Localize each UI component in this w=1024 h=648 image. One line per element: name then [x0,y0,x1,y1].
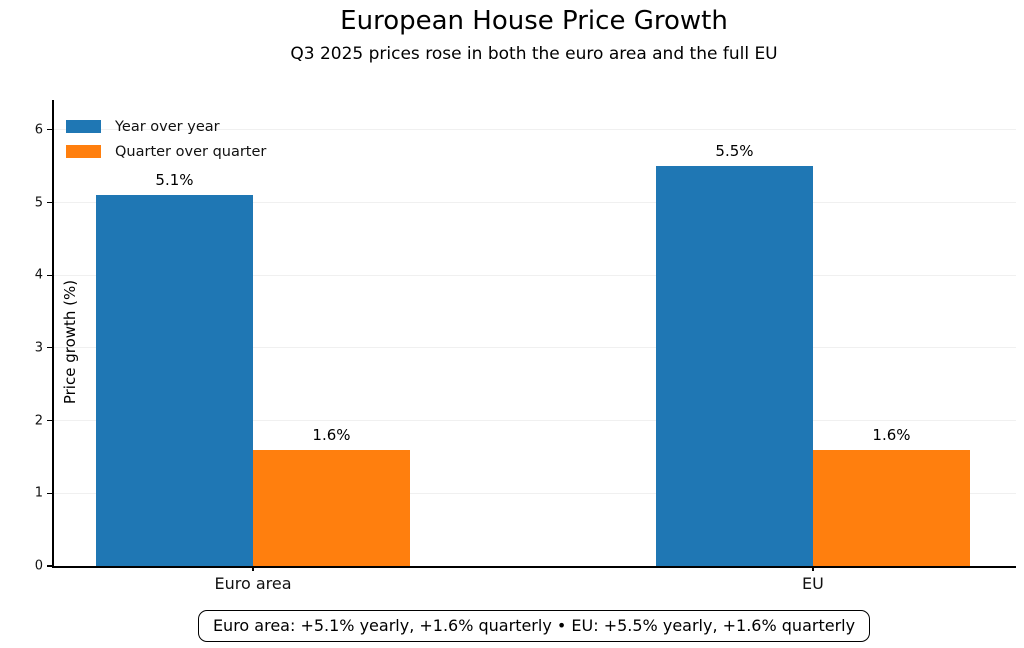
gridline-y-6 [52,129,1016,131]
x-tick-label-eu: EU [802,574,824,593]
y-tick-label-1: 1 [34,485,43,501]
gridline-y-5 [52,201,1016,204]
y-tick-mark-1 [47,492,52,494]
legend-row: Year over year [66,114,266,139]
bar-eu-year-over-year [655,166,813,566]
legend-label: Quarter over quarter [115,143,267,160]
bar-value-label: 5.5% [715,142,754,161]
legend: Year over year Quarter over quarter [66,114,266,164]
legend-label: Year over year [115,118,220,135]
x-tick-mark-0 [252,566,254,571]
x-axis-spine [52,566,1016,568]
legend-swatch-icon [66,120,101,133]
bar-euro-area-quarter-over-quarter [252,449,410,566]
y-tick-mark-0 [47,565,52,567]
bar-euro-area-year-over-year [95,195,253,566]
plot-area: 5.1% 5.5% 1.6% 1.6% 0 1 2 3 4 5 6 Euro area EU Pri… [35,100,1016,593]
gridline-y-3 [52,347,1016,349]
x-tick-label-euro-area: Euro area [214,574,292,593]
bar-eu-quarter-over-quarter [812,449,970,566]
y-axis-spine [52,100,54,566]
y-tick-label-2: 2 [34,413,43,429]
legend-swatch-icon [66,145,101,158]
y-tick-label-3: 3 [34,340,43,356]
y-tick-label-5: 5 [34,195,43,210]
chart-title: European House Price Growth [340,6,728,36]
gridline-y-1 [52,492,1016,494]
y-tick-label-4: 4 [34,267,43,283]
x-tick-mark-1 [812,566,814,571]
y-tick-mark-6 [47,129,52,131]
y-tick-mark-3 [47,347,52,349]
chart-subtitle: Q3 2025 prices rose in both the euro are… [290,44,778,64]
y-tick-mark-4 [47,274,52,276]
y-tick-label-0: 0 [34,558,43,574]
y-tick-mark-5 [47,201,52,204]
bar-value-label: 1.6% [872,425,911,444]
bar-value-label: 1.6% [312,425,351,444]
gridline-y-4 [52,274,1016,276]
gridline-y-2 [52,420,1016,422]
caption-box: Euro area: +5.1% yearly, +1.6% quarterly… [197,610,871,642]
y-tick-mark-2 [47,420,52,422]
y-tick-label-6: 6 [34,122,43,138]
caption-wrap: Euro area: +5.1% yearly, +1.6% quarterly… [52,610,1016,642]
bar-value-label: 5.1% [155,171,194,190]
legend-row: Quarter over quarter [66,139,266,164]
y-axis-label: Price growth (%) [61,279,80,405]
